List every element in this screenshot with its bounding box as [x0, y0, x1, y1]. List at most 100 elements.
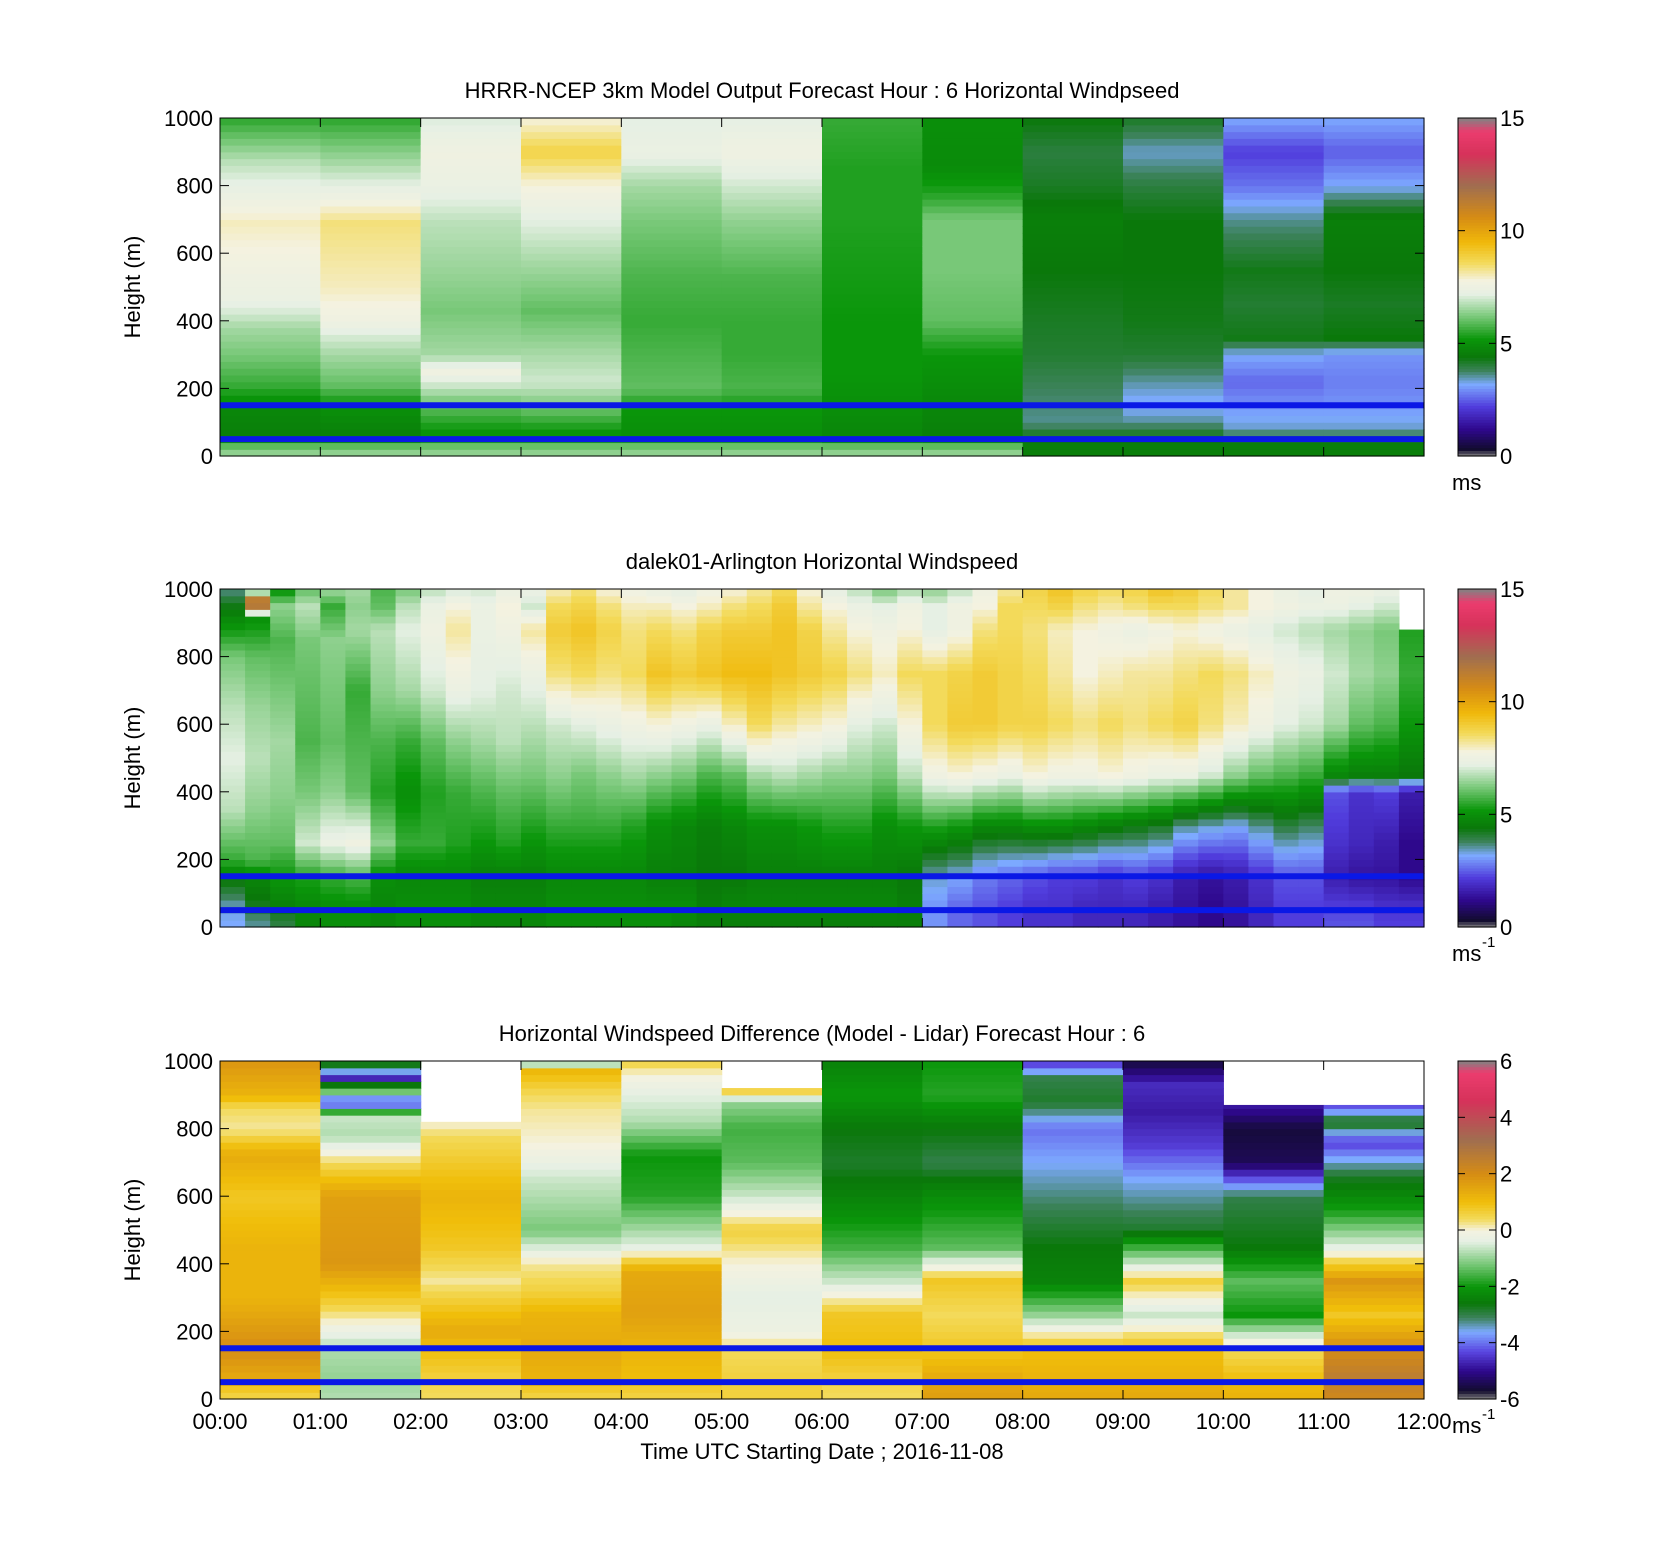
heatmap-cell — [872, 649, 898, 658]
heatmap-cell — [1223, 199, 1325, 207]
heatmap-column — [847, 589, 873, 928]
heatmap-cell — [721, 812, 748, 820]
heatmap-cell — [646, 845, 673, 854]
heatmap-cell — [1398, 670, 1425, 678]
heatmap-cell — [671, 778, 698, 786]
heatmap-cell — [1348, 589, 1375, 597]
heatmap-cell — [897, 730, 923, 739]
heatmap-cell — [445, 879, 472, 888]
heatmap-cell — [420, 131, 522, 139]
colorbar-tick-label: 5 — [1500, 802, 1512, 827]
heatmap-cell — [395, 609, 422, 617]
colorbar-segment — [1458, 1083, 1496, 1087]
heatmap-cell — [395, 663, 422, 671]
heatmap-cell — [395, 751, 422, 759]
colorbar-segment — [1458, 289, 1496, 294]
heatmap-cell — [822, 415, 923, 423]
heatmap-cell — [420, 1135, 522, 1143]
heatmap-cell — [295, 595, 321, 604]
heatmap-cell — [1148, 818, 1174, 827]
heatmap-cell — [395, 771, 422, 779]
heatmap-cell — [1223, 138, 1325, 146]
colorbar-segment — [1458, 1390, 1496, 1394]
heatmap-cell — [220, 1311, 321, 1319]
heatmap-cell — [1123, 893, 1149, 901]
heatmap-cell — [420, 595, 447, 604]
heatmap-cell — [521, 1263, 622, 1272]
heatmap-cell — [521, 368, 622, 376]
colorbar-tick-label: -2 — [1500, 1274, 1520, 1299]
heatmap-cell — [1323, 334, 1425, 342]
heatmap-cell — [420, 771, 447, 779]
heatmap-cell — [1123, 381, 1224, 389]
heatmap-cell — [420, 1223, 522, 1231]
colorbar-segment — [1458, 910, 1496, 914]
heatmap-cell — [872, 602, 898, 610]
heatmap-cell — [897, 845, 923, 854]
heatmap-cell — [395, 859, 422, 867]
heatmap-cell — [696, 899, 723, 908]
heatmap-cell — [320, 886, 347, 894]
heatmap-cell — [546, 724, 572, 732]
heatmap-cell — [922, 1169, 1024, 1177]
y-tick-label: 800 — [176, 1117, 213, 1142]
heatmap-cell — [1022, 266, 1124, 275]
heatmap-cell — [1373, 798, 1400, 806]
heatmap-cell — [721, 818, 748, 827]
heatmap-cell — [320, 266, 422, 275]
heatmap-cell — [320, 717, 347, 725]
heatmap-cell — [521, 1351, 622, 1360]
heatmap-cell — [947, 649, 974, 658]
heatmap-cell — [1022, 422, 1124, 430]
heatmap-cell — [395, 683, 422, 691]
heatmap-cell — [822, 899, 848, 908]
heatmap-cell — [1148, 670, 1174, 678]
heatmap-cell — [1022, 131, 1124, 139]
heatmap-cell — [220, 219, 321, 227]
colorbar-segment — [1458, 272, 1496, 277]
heatmap-cell — [947, 764, 974, 773]
heatmap-cell — [922, 839, 949, 847]
heatmap-cell — [1173, 636, 1199, 644]
heatmap-cell — [972, 899, 999, 908]
colorbar-segment — [1458, 126, 1496, 130]
heatmap-cell — [1298, 764, 1325, 773]
heatmap-cell — [1148, 758, 1174, 766]
heatmap-cell — [1123, 602, 1149, 610]
heatmap-cell — [546, 710, 572, 719]
heatmap-cell — [822, 151, 923, 160]
heatmap-cell — [245, 798, 271, 806]
heatmap-cell — [320, 354, 422, 362]
heatmap-cell — [621, 717, 648, 725]
heatmap-cell — [721, 280, 823, 288]
heatmap-cell — [220, 1115, 321, 1123]
heatmap-cell — [420, 246, 522, 254]
heatmap-cell — [621, 199, 723, 207]
colorbar-segment — [1458, 1179, 1496, 1183]
heatmap-cell — [445, 663, 472, 671]
heatmap-cell — [1223, 710, 1250, 719]
heatmap-cell — [1273, 629, 1300, 637]
heatmap-cell — [470, 717, 497, 725]
heatmap-cell — [445, 744, 472, 752]
heatmap-cell — [1298, 893, 1325, 901]
heatmap-cell — [972, 785, 999, 793]
heatmap-cell — [420, 1324, 522, 1332]
heatmap-cell — [922, 138, 1024, 146]
heatmap-cell — [796, 595, 823, 604]
heatmap-cell — [445, 690, 472, 698]
heatmap-cell — [621, 1338, 723, 1346]
y-tick-label: 800 — [176, 174, 213, 199]
heatmap-cell — [1047, 785, 1074, 793]
colorbar-segment — [1458, 374, 1496, 378]
heatmap-cell — [370, 629, 397, 637]
heatmap-cell — [922, 1371, 1024, 1380]
heatmap-cell — [721, 1108, 823, 1116]
heatmap-cell — [972, 859, 999, 867]
colorbar-segment — [1458, 698, 1496, 703]
heatmap-cell — [445, 751, 472, 759]
heatmap-cell — [420, 165, 522, 173]
heatmap-cell — [1097, 595, 1124, 604]
heatmap-cell — [1323, 649, 1350, 658]
heatmap-cell — [1072, 595, 1099, 604]
